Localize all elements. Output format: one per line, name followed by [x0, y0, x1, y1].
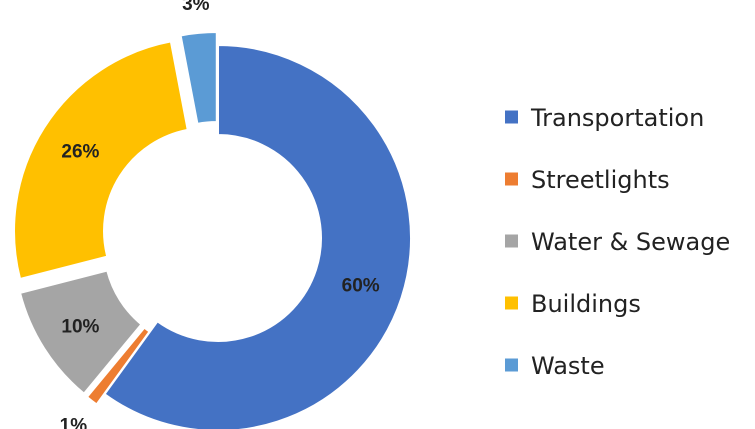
legend-label-buildings: Buildings — [531, 290, 641, 318]
chart-legend: Transportation Streetlights Water & Sewage… — [505, 104, 730, 380]
data-label-buildings: 26% — [61, 142, 99, 163]
slice-waste — [179, 31, 218, 126]
legend-label-waste: Waste — [531, 352, 605, 380]
legend-item-buildings: Buildings — [505, 290, 641, 318]
slice-streetlights — [85, 326, 151, 406]
data-label-streetlights: 1% — [60, 416, 88, 429]
legend-swatch-water-and-sewage — [505, 234, 518, 248]
legend-item-streetlights: Streetlights — [505, 166, 670, 194]
slice-buildings — [13, 40, 189, 281]
legend-swatch-transportation — [505, 110, 518, 124]
legend-swatch-buildings — [505, 296, 518, 310]
slice-transportation — [103, 43, 412, 429]
legend-swatch-streetlights — [505, 172, 518, 186]
legend-item-waste: Waste — [505, 352, 605, 380]
chart-data-labels: 60% 1% 10% 26% 3% — [60, 0, 380, 429]
legend-label-transportation: Transportation — [530, 104, 704, 132]
legend-swatch-waste — [505, 358, 518, 372]
chart-slices — [13, 31, 412, 429]
data-label-transportation: 60% — [342, 275, 380, 296]
legend-label-water-and-sewage: Water & Sewage — [531, 228, 730, 256]
data-label-water-and-sewage: 10% — [61, 316, 99, 337]
legend-item-water-and-sewage: Water & Sewage — [505, 228, 730, 256]
legend-label-streetlights: Streetlights — [531, 166, 670, 194]
data-label-waste: 3% — [182, 0, 210, 15]
slice-water-and-sewage — [18, 269, 143, 396]
legend-item-transportation: Transportation — [505, 104, 704, 132]
